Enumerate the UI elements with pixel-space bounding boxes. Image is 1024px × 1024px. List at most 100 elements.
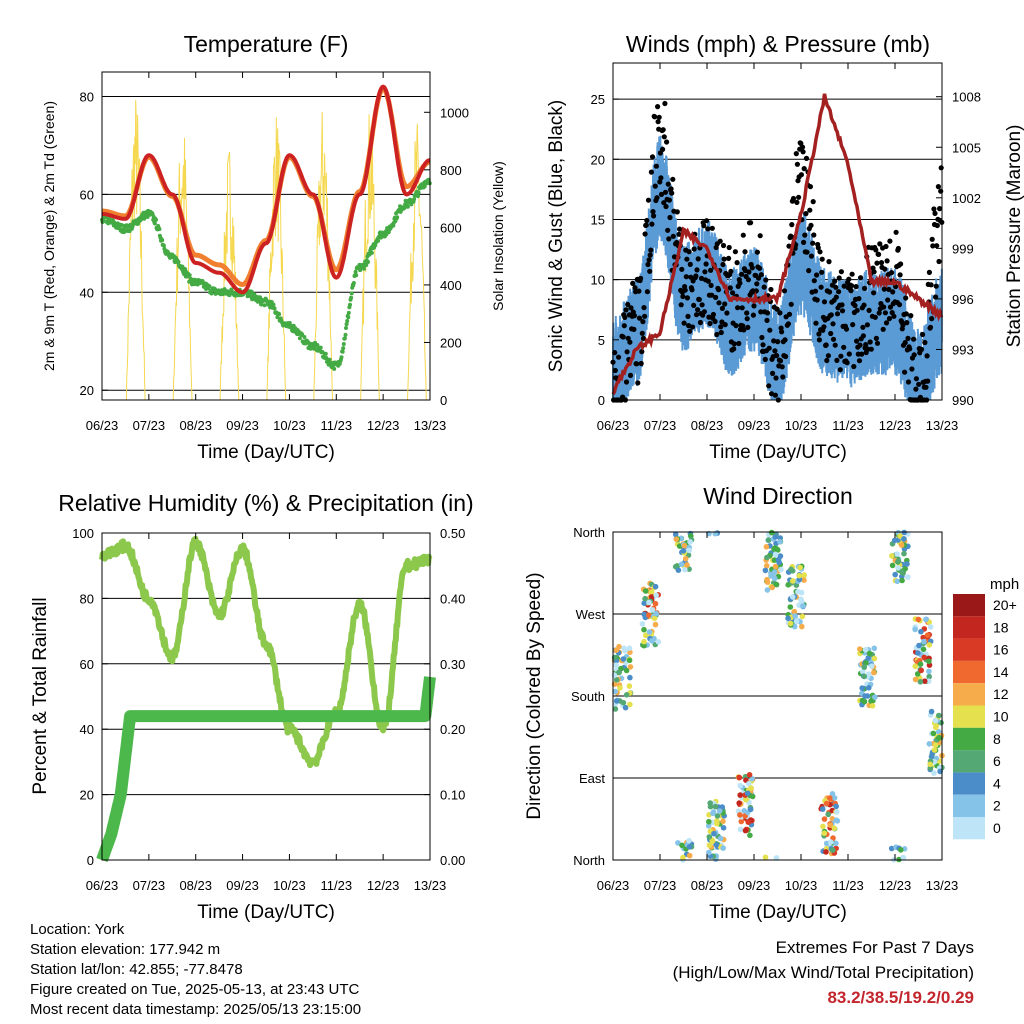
direction-cluster [735, 772, 756, 839]
direction-point [763, 563, 770, 569]
station-pressure-series [611, 93, 944, 396]
speed-legend-unit: mph [990, 576, 1019, 593]
direction-point [921, 678, 928, 684]
direction-point [891, 537, 898, 544]
direction-point [706, 834, 713, 840]
dewpoint-point [346, 315, 351, 320]
dewpoint-point [348, 302, 352, 307]
gust-point [638, 360, 644, 367]
time-tick-label: 07/23 [133, 418, 166, 433]
gust-point [771, 338, 777, 344]
gust-point [838, 353, 844, 359]
gust-point [887, 238, 893, 244]
time-tick-label: 06/23 [86, 878, 119, 893]
direction-point [687, 539, 693, 545]
gust-point [886, 286, 892, 292]
gust-point [812, 288, 819, 294]
y2-tick-label: 993 [952, 342, 974, 357]
direction-point [819, 806, 826, 812]
gust-point [783, 353, 789, 360]
gust-point [634, 361, 640, 367]
gust-point [709, 225, 715, 231]
gust-point [938, 188, 944, 194]
gust-point [856, 358, 863, 364]
gust-point [646, 257, 652, 263]
time-tick-label: 12/23 [367, 878, 400, 893]
gust-point [628, 305, 634, 311]
direction-point [678, 561, 685, 568]
dewpoint-point [176, 260, 181, 264]
temp-2m-series [102, 84, 431, 295]
temperature-ylabel-right: Solar Insolation (Yellow) [490, 161, 506, 311]
gust-point [622, 314, 628, 320]
direction-point [738, 818, 745, 825]
gust-point [936, 258, 942, 265]
gust-point [810, 240, 816, 246]
gust-point [793, 151, 799, 157]
direction-point [926, 642, 933, 648]
direction-point [777, 539, 783, 545]
gust-point [833, 294, 839, 300]
gust-point [830, 336, 837, 342]
direction-point [653, 592, 659, 599]
extremes-title: Extremes For Past 7 Days [775, 938, 974, 957]
direction-point [616, 669, 622, 676]
gust-point [685, 313, 691, 319]
direction-point [707, 800, 713, 806]
dewpoint-point [154, 217, 158, 222]
dewpoint-point [416, 190, 421, 195]
y-tick-label: 60 [80, 657, 94, 672]
gust-point [739, 305, 745, 311]
gust-point [682, 287, 688, 293]
y-tick-label: 60 [80, 187, 94, 202]
direction-point [649, 638, 655, 644]
direction-point [639, 621, 646, 627]
y2-tick-label: 800 [440, 163, 462, 178]
time-tick-label: 12/23 [879, 418, 912, 433]
speed-legend-label: 2 [993, 798, 1001, 814]
gust-point [730, 290, 736, 296]
direction-point [672, 531, 679, 538]
gust-point [794, 161, 801, 167]
direction-point [705, 823, 712, 829]
gust-point [814, 272, 820, 278]
gust-point [880, 326, 886, 332]
station-elevation: Station elevation: 177.942 m [30, 941, 221, 958]
gust-point [760, 342, 766, 348]
direction-point [641, 611, 647, 618]
gust-point [686, 323, 692, 329]
direction-point [745, 819, 752, 825]
gust-point [662, 100, 668, 107]
gust-point [732, 249, 739, 255]
dewpoint-point [340, 349, 345, 354]
gust-point [668, 186, 674, 192]
speed-legend: 20+ 18 16 14 12 10 8 6 4 2 0 [953, 594, 1017, 840]
dewpoint-point [209, 291, 214, 296]
dewpoint-point [369, 250, 374, 255]
direction-point [917, 679, 924, 685]
direction-point [895, 558, 902, 564]
speed-legend-label: 18 [993, 619, 1009, 635]
direction-point [915, 650, 921, 656]
y2-tick-label: 1008 [952, 90, 981, 105]
y2-tick-label: 990 [952, 393, 974, 408]
gust-point [676, 231, 682, 237]
direction-point [925, 678, 932, 684]
gust-point [813, 320, 819, 326]
gust-point [832, 342, 838, 348]
gust-point [639, 330, 645, 336]
direction-point [932, 717, 939, 724]
time-tick-label: 07/23 [644, 878, 677, 893]
gust-point [874, 260, 880, 266]
gust-point [762, 356, 768, 362]
direction-point [796, 572, 802, 579]
direction-point [797, 564, 803, 571]
gust-point [713, 294, 719, 300]
y2-tick-label: 0.10 [440, 788, 465, 803]
gust-point [707, 320, 713, 327]
gust-point [913, 376, 920, 382]
direction-point [795, 589, 801, 595]
y-tick-label: 20 [80, 788, 94, 803]
gust-point [786, 311, 793, 317]
